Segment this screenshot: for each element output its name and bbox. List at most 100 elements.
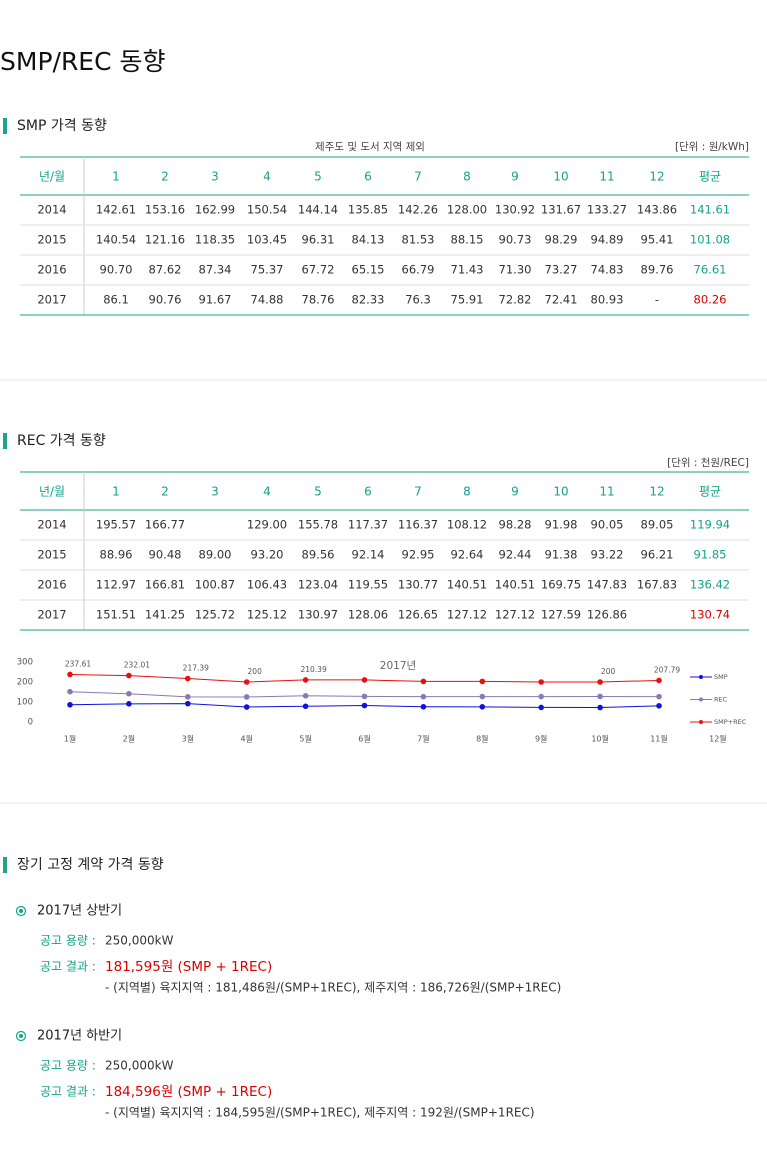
bullet-icon	[19, 909, 23, 913]
table-cell: 65.15	[352, 263, 385, 277]
data-point	[302, 703, 309, 710]
table-header: 10	[553, 170, 568, 184]
table-cell: 88.15	[451, 233, 484, 247]
data-point	[126, 701, 132, 707]
table-cell: 76.61	[694, 263, 727, 277]
chart-title: 2017년	[380, 660, 416, 672]
table-header: 6	[364, 170, 372, 184]
x-tick-label: 6월	[358, 734, 370, 744]
data-point	[479, 693, 486, 700]
data-point	[243, 694, 250, 700]
y-tick-label: 100	[17, 698, 33, 708]
table-cell: 98.28	[499, 518, 532, 532]
data-point	[479, 704, 486, 710]
table-cell: 143.86	[637, 203, 677, 217]
data-point	[126, 690, 132, 697]
result-detail: - (지역별) 육지지역 : 184,595원/(SMP+1REC), 제주지역…	[105, 1106, 535, 1120]
data-point	[302, 677, 309, 683]
table-cell: 147.83	[587, 578, 627, 592]
data-point	[479, 678, 486, 685]
table-cell: 71.43	[451, 263, 484, 277]
table-cell: 95.41	[641, 233, 674, 247]
table-cell: 87.62	[149, 263, 182, 277]
x-tick-label: 2월	[123, 734, 135, 744]
table-cell: 153.16	[145, 203, 185, 217]
table-cell: 91.38	[545, 548, 578, 562]
table-header: 11	[599, 170, 614, 184]
table-cell: 119.94	[690, 518, 730, 532]
data-point	[361, 677, 368, 683]
table-cell: 135.85	[348, 203, 388, 217]
table-cell: 2015	[37, 548, 66, 562]
x-tick-label: 5월	[299, 734, 311, 744]
data-point	[185, 700, 191, 707]
x-tick-label: 3월	[182, 734, 194, 744]
table-cell: 75.37	[251, 263, 284, 277]
table-cell: 75.91	[451, 293, 484, 307]
table-cell: 116.37	[398, 518, 438, 532]
table-cell: 140.51	[495, 578, 535, 592]
table-cell: 127.59	[541, 608, 581, 622]
table-cell: 92.64	[451, 548, 484, 562]
table-cell: 142.61	[96, 203, 136, 217]
table-cell: 106.43	[247, 578, 287, 592]
table-cell: 100.87	[195, 578, 235, 592]
table-header: 4	[263, 170, 271, 184]
table-cell: 92.44	[499, 548, 532, 562]
x-tick-label: 10월	[591, 734, 609, 744]
data-point	[420, 693, 427, 700]
table-cell: 126.65	[398, 608, 438, 622]
period: 2017년 하반기	[37, 1029, 122, 1044]
table-cell: 127.12	[495, 608, 535, 622]
field-value: 250,000kW	[105, 934, 174, 948]
data-point	[302, 693, 309, 699]
table-header: 8	[463, 485, 471, 499]
table-cell: 90.05	[591, 518, 624, 532]
data-label: 217.39	[183, 664, 209, 673]
table-cell: 162.99	[195, 203, 235, 217]
data-label: 237.61	[65, 659, 91, 668]
x-tick-label: 7월	[417, 734, 429, 744]
legend-marker	[699, 720, 703, 724]
heading-bar	[3, 118, 7, 134]
y-tick-label: 200	[17, 678, 33, 688]
table-cell: 130.74	[690, 608, 730, 622]
table-cell: 108.12	[447, 518, 487, 532]
table-cell: 141.25	[145, 608, 185, 622]
table-header: 12	[649, 485, 664, 499]
table-cell: 89.05	[641, 518, 674, 532]
y-tick-label: 0	[28, 718, 33, 728]
field-label: 공고 용량 :	[40, 1059, 96, 1073]
table-cell: 131.67	[541, 203, 581, 217]
table-header: 6	[364, 485, 372, 499]
table-cell: 128.06	[348, 608, 388, 622]
table-cell: 2014	[37, 203, 66, 217]
table-cell: 123.04	[298, 578, 338, 592]
heading-bar	[3, 857, 7, 873]
table-header: 7	[414, 170, 422, 184]
table-cell: 2014	[37, 518, 66, 532]
result-detail: - (지역별) 육지지역 : 181,486원/(SMP+1REC), 제주지역…	[105, 981, 561, 995]
table-cell: 66.79	[402, 263, 435, 277]
x-tick-label: 9월	[535, 734, 547, 744]
field-value: 250,000kW	[105, 1059, 174, 1073]
legend-label: SMP+REC	[714, 718, 747, 726]
table-unit: [단위 : 원/kWh]	[675, 140, 749, 153]
table-cell: 80.93	[591, 293, 624, 307]
table-cell: 93.20	[251, 548, 284, 562]
table-header: 년/월	[39, 170, 65, 184]
table-cell: 2015	[37, 233, 66, 247]
heading-bar	[3, 433, 7, 449]
table-cell: 87.34	[199, 263, 232, 277]
data-label: 207.79	[654, 665, 680, 674]
table-header: 9	[511, 170, 519, 184]
chart: 2017년 0 100 200 300 1월 2월 3월 4월 5월 6월 7월 8월 9월 10월 11월 1…	[17, 658, 747, 744]
table-header: 3	[211, 170, 219, 184]
table-cell: 86.1	[103, 293, 129, 307]
y-tick-label: 300	[17, 658, 33, 668]
field-label: 공고 결과 :	[40, 960, 96, 974]
legend-label: SMP	[714, 673, 728, 681]
table-cell: 90.73	[499, 233, 532, 247]
result-value: 181,595원 (SMP + 1REC)	[105, 959, 272, 975]
table-cell: 118.35	[195, 233, 235, 247]
